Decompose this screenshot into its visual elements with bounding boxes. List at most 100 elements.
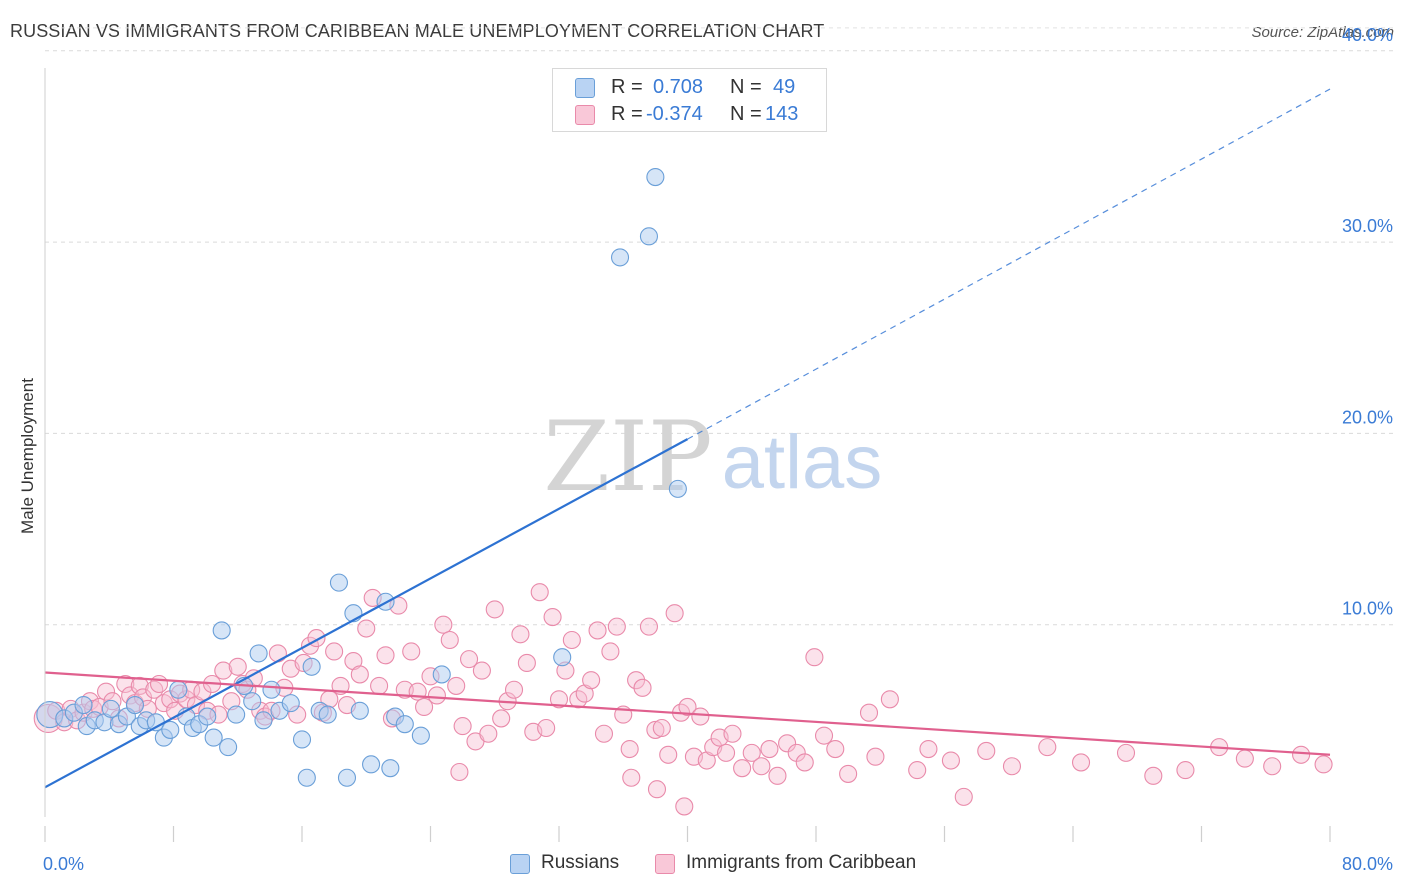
russians-point [302,657,321,676]
caribbean-point [402,642,421,661]
caribbean-point [1314,755,1333,774]
caribbean-point [659,745,678,764]
caribbean-point [908,761,927,780]
watermark-zip: ZIP [543,401,712,513]
caribbean-point [116,674,135,694]
caribbean-point [607,617,626,636]
caribbean-point [691,707,710,726]
russians-point [381,759,400,778]
russians-point [219,738,238,757]
caribbean-point [1002,757,1022,776]
caribbean-point [1144,766,1163,785]
x-tick-label-max: 80.0% [1342,854,1393,874]
caribbean-point [1176,761,1195,780]
russians-point [337,768,357,787]
caribbean-point [646,720,665,739]
caribbean-point [795,753,814,772]
caribbean-point [96,682,116,701]
caribbean-point [350,665,369,684]
caribbean-point [742,743,761,762]
y-tick-label: 10.0% [1342,599,1393,619]
russians-point [101,699,120,718]
caribbean-point [228,657,247,676]
caribbean-point [459,650,479,669]
caribbean-point [880,690,899,709]
russians-point [254,711,273,730]
caribbean-point [427,686,446,705]
caribbean-swatch [575,105,595,125]
caribbean-point [805,648,824,667]
legend-r-label: R = [611,76,643,98]
russians-point [292,730,312,749]
caribbean-point [549,690,569,709]
russians-point [169,680,188,699]
caribbean-point [214,661,233,680]
caribbean-legend-label: Immigrants from Caribbean [686,852,917,873]
russians-point [318,705,337,724]
caribbean-point [1038,738,1057,757]
russians-point [74,695,93,715]
caribbean-point [149,674,169,694]
russians-point [212,621,231,640]
russians-point [432,665,451,684]
y-tick-label: 30.0% [1342,216,1393,236]
caribbean-point [652,718,671,738]
caribbean-point [376,646,395,665]
legend-n-value: 49 [773,76,796,98]
caribbean-point [447,676,466,695]
caribbean-point [678,697,697,717]
caribbean-point [472,661,491,680]
caribbean-point [1071,753,1091,772]
caribbean-point [1263,757,1282,776]
caribbean-point [716,743,736,762]
caribbean-point [768,766,787,785]
russians-point [395,715,414,734]
caribbean-point [620,739,639,759]
russians-point [243,692,262,711]
russians-point [553,648,572,667]
caribbean-point [752,757,771,776]
russians-legend-label: Russians [541,852,620,873]
caribbean-point [453,717,472,736]
russians-legend-swatch [510,854,530,874]
caribbean-point [1235,749,1254,768]
russians-point [262,680,281,699]
caribbean-point [440,630,459,650]
russians-point [350,701,369,720]
caribbean-point [977,741,996,761]
legend-r-label: R = [611,103,643,125]
caribbean-point [594,724,614,743]
caribbean-point [130,676,149,695]
russians-point [125,695,144,715]
legend-row-russians: R = 0.708 N = 49 [553,74,826,102]
y-axis-label: Male Unemployment [18,378,37,534]
russians-point [281,694,300,713]
legend-n-value: 143 [765,103,799,125]
caribbean-point [633,678,652,697]
caribbean-point [723,724,742,743]
caribbean-point [530,583,549,602]
legend-r-value: 0.708 [653,76,704,98]
caribbean-point [622,768,641,787]
watermark-atlas: atlas [722,420,883,505]
caribbean-point [639,617,659,636]
russians-point [198,707,217,726]
y-tick-label: 40.0% [1342,25,1393,45]
chart-title: RUSSIAN VS IMMIGRANTS FROM CARIBBEAN MAL… [10,21,825,41]
russians-point [668,479,687,498]
caribbean-point [479,724,498,743]
caribbean-point [268,644,287,663]
caribbean-point [733,759,752,778]
caribbean-legend-swatch [655,854,675,874]
x-tick-label-min: 0.0% [43,854,84,874]
russians-point [610,248,630,267]
caribbean-point [919,739,938,759]
caribbean-point [582,671,601,690]
caribbean-point [675,797,694,816]
caribbean-point [325,642,344,661]
caribbean-point [504,680,524,699]
legend-n-label: N = [730,103,762,125]
russians-point [249,644,268,663]
caribbean-point [562,630,581,650]
caribbean-trendline [44,671,1331,756]
